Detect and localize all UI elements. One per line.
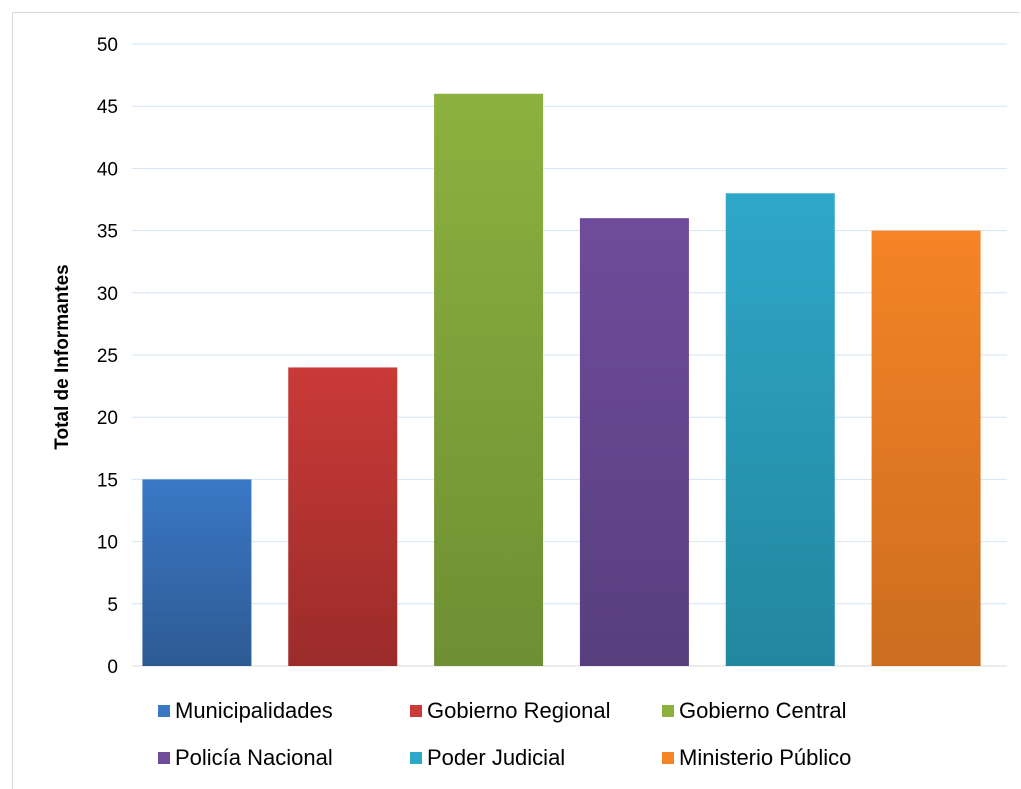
legend-label-2: Gobierno Central [679, 698, 847, 723]
legend-swatch-4 [410, 752, 422, 764]
legend-swatch-1 [410, 705, 422, 717]
bar-4 [725, 193, 835, 666]
y-tick-label: 20 [97, 408, 118, 429]
legend-label-5: Ministerio Público [679, 745, 851, 770]
bar-5 [871, 230, 981, 666]
bar-3 [579, 218, 689, 666]
gridlines [132, 43, 1007, 667]
bar-0 [142, 479, 252, 666]
legend-label-0: Municipalidades [175, 698, 333, 723]
legend-swatch-2 [662, 705, 674, 717]
y-tick-label: 5 [107, 595, 118, 616]
y-tick-label: 10 [97, 533, 118, 554]
y-axis-ticks: 0 5 10 15 20 25 30 35 40 45 50 [97, 35, 118, 678]
y-tick-label: 50 [97, 35, 118, 56]
bar-1 [288, 367, 398, 666]
y-tick-label: 40 [97, 159, 118, 180]
legend-label-4: Poder Judicial [427, 745, 565, 770]
legend-label-3: Policía Nacional [175, 745, 333, 770]
y-tick-label: 15 [97, 470, 118, 491]
legend-swatch-5 [662, 752, 674, 764]
legend-swatch-0 [158, 705, 170, 717]
bars [142, 93, 981, 666]
y-tick-label: 0 [107, 657, 118, 678]
y-axis-title: Total de Informantes [52, 264, 73, 449]
y-tick-label: 35 [97, 222, 118, 243]
chart-frame [12, 12, 1020, 789]
legend-label-1: Gobierno Regional [427, 698, 610, 723]
bar-2 [434, 93, 544, 666]
y-tick-label: 45 [97, 97, 118, 118]
legend: Municipalidades Gobierno Regional Gobierno… [158, 698, 851, 770]
legend-swatch-3 [158, 752, 170, 764]
y-tick-label: 25 [97, 346, 118, 367]
y-tick-label: 30 [97, 284, 118, 305]
